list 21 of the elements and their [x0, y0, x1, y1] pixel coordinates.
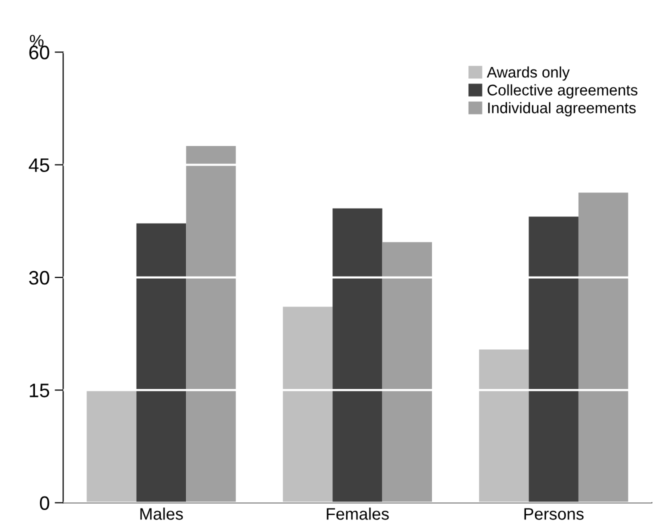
- y-tick-label: 60: [29, 46, 50, 60]
- bar: [282, 306, 333, 503]
- bar: [136, 223, 186, 503]
- y-tick-label: 0: [40, 496, 50, 510]
- bar: [186, 146, 236, 503]
- x-tick-label: Males: [140, 508, 183, 520]
- x-tick-label: Persons: [524, 508, 584, 520]
- legend-label: Individual agreements: [488, 102, 636, 116]
- bar: [332, 208, 382, 503]
- bar: [382, 242, 432, 503]
- bar: [578, 192, 628, 503]
- legend-label: Awards only: [486, 66, 570, 81]
- bar: [86, 389, 136, 503]
- bar: [479, 350, 529, 503]
- y-axis-title: %: [30, 34, 44, 47]
- bar: [528, 216, 578, 503]
- y-tick-label: 45: [28, 158, 50, 172]
- legend-label: Collective agreements: [488, 84, 638, 99]
- y-tick-label: 15: [30, 384, 50, 398]
- y-tick-label: 30: [29, 270, 50, 285]
- x-tick-label: Females: [326, 508, 389, 520]
